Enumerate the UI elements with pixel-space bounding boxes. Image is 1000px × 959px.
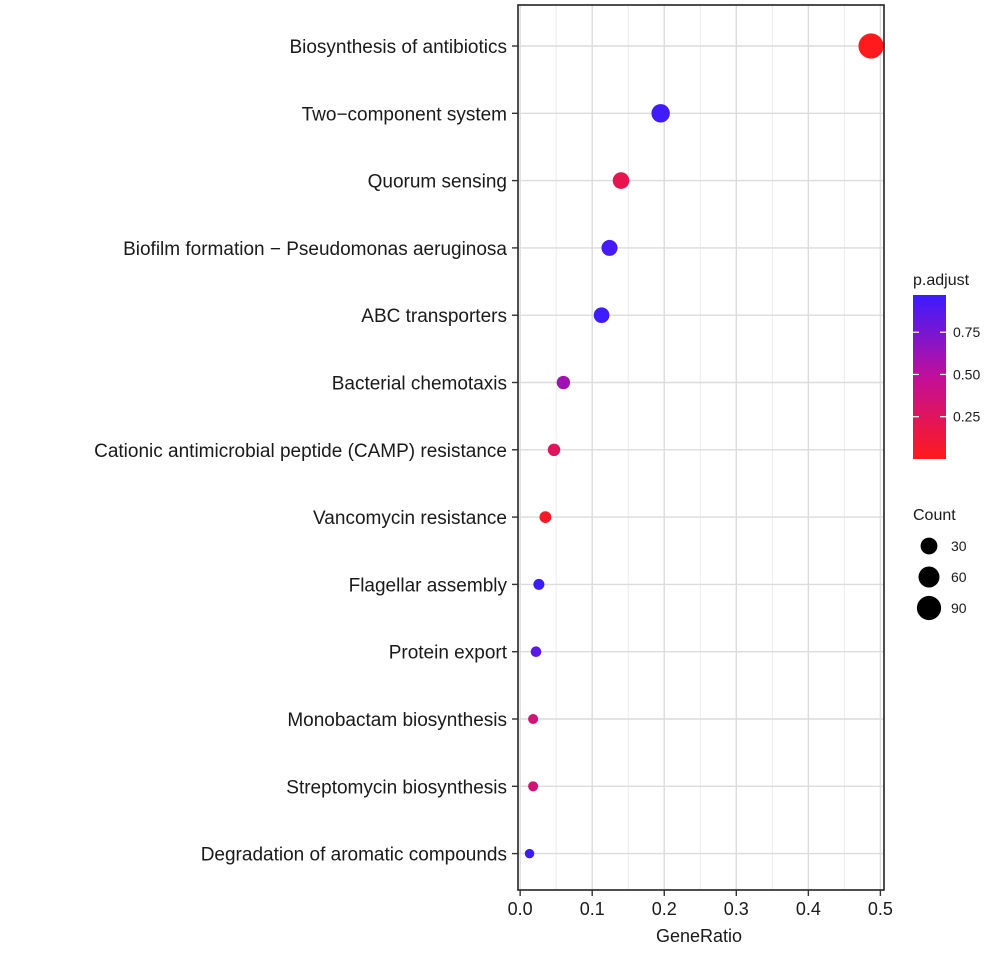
size-legend-title: Count bbox=[913, 507, 956, 524]
y-tick-label: Quorum sensing bbox=[368, 172, 507, 193]
data-point bbox=[530, 646, 542, 657]
data-point bbox=[528, 713, 539, 725]
color-legend-label: 0.75 bbox=[953, 324, 980, 340]
y-tick-label: Biosynthesis of antibiotics bbox=[289, 37, 507, 58]
data-point bbox=[524, 848, 535, 859]
data-point bbox=[612, 172, 630, 189]
y-tick-label: Bacterial chemotaxis bbox=[332, 374, 507, 395]
x-tick-label: 0.5 bbox=[868, 899, 893, 919]
size-legend-label: 30 bbox=[951, 538, 967, 554]
size-legend-key bbox=[918, 566, 940, 588]
data-point bbox=[539, 511, 552, 523]
data-point bbox=[601, 239, 618, 256]
y-tick-label: Vancomycin resistance bbox=[313, 508, 507, 529]
plot-panel bbox=[518, 5, 884, 890]
data-point bbox=[547, 443, 561, 457]
panel-border bbox=[517, 4, 885, 891]
size-legend-label: 90 bbox=[951, 600, 967, 616]
y-tick-label: Flagellar assembly bbox=[349, 575, 508, 596]
size-legend-label: 60 bbox=[951, 569, 967, 585]
x-tick-label: 0.3 bbox=[724, 899, 749, 919]
data-point bbox=[533, 578, 545, 590]
y-tick-label: Protein export bbox=[389, 643, 508, 664]
x-tick-label: 0.0 bbox=[508, 899, 533, 919]
color-legend-label: 0.50 bbox=[953, 366, 980, 382]
y-tick-label: Monobactam biosynthesis bbox=[287, 710, 507, 731]
y-tick-label: Degradation of aromatic compounds bbox=[201, 845, 507, 866]
size-legend-key bbox=[916, 595, 942, 621]
data-point bbox=[593, 307, 610, 324]
color-legend-bar bbox=[913, 295, 946, 459]
y-tick-label: ABC transporters bbox=[361, 306, 507, 327]
color-legend-label: 0.25 bbox=[953, 409, 980, 425]
x-tick-label: 0.1 bbox=[580, 899, 605, 919]
y-tick-label: Streptomycin biosynthesis bbox=[286, 777, 507, 798]
x-tick-label: 0.2 bbox=[652, 899, 677, 919]
x-axis-title: GeneRatio bbox=[656, 926, 742, 946]
x-tick-label: 0.4 bbox=[796, 899, 821, 919]
size-legend-key bbox=[920, 537, 938, 555]
y-tick-label: Cationic antimicrobial peptide (CAMP) re… bbox=[94, 441, 507, 462]
y-tick-label: Biofilm formation − Pseudomonas aerugino… bbox=[123, 239, 507, 260]
data-point bbox=[858, 33, 884, 59]
y-tick-label: Two−component system bbox=[302, 104, 507, 125]
data-point bbox=[651, 104, 670, 123]
data-point bbox=[528, 781, 539, 792]
data-point bbox=[556, 375, 571, 390]
color-legend-title: p.adjust bbox=[913, 272, 970, 289]
